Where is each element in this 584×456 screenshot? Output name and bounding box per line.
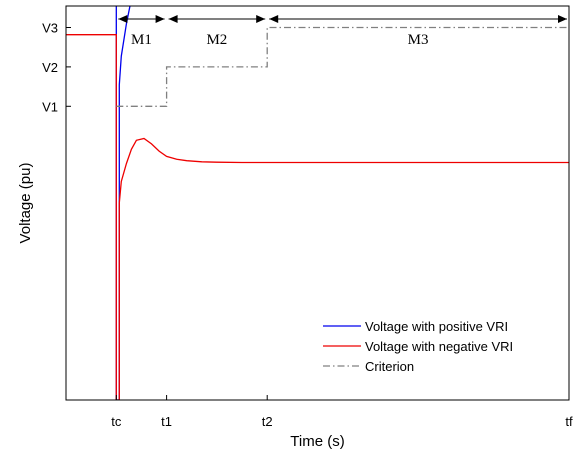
phase-arrowhead-right-0: [155, 15, 165, 23]
phase-arrowhead-left-0: [118, 15, 128, 23]
series-layer: [66, 6, 569, 400]
series-line-2: [116, 26, 569, 107]
phase-arrowhead-left-1: [168, 15, 178, 23]
phase-annotations: M1 M2 M3: [118, 15, 567, 48]
x-axis-title: Time (s): [290, 433, 344, 450]
legend-label-2: Criterion: [365, 359, 414, 374]
phase-arrowhead-right-2: [558, 15, 567, 23]
x-tick-label-3: tf: [565, 414, 573, 429]
y-axis-title: Voltage (pu): [17, 163, 34, 244]
x-tick-label-0: tc: [111, 414, 122, 429]
x-axis-ticks: tc t1 t2 tf: [111, 395, 573, 429]
plot-frame: [65, 5, 570, 401]
legend: Voltage with positive VRI Voltage with ne…: [323, 319, 513, 374]
y-tick-label-1: V2: [42, 60, 58, 75]
x-tick-label-2: t2: [262, 414, 273, 429]
series-line-1: [66, 34, 569, 400]
phase-label-1: M2: [206, 32, 227, 48]
phase-label-2: M3: [408, 32, 429, 48]
phase-arrowhead-right-1: [256, 15, 266, 23]
phase-label-0: M1: [131, 32, 152, 48]
y-tick-label-2: V3: [42, 20, 58, 35]
y-tick-label-0: V1: [42, 99, 58, 114]
phase-arrowhead-left-2: [269, 15, 279, 23]
x-tick-label-1: t1: [161, 414, 172, 429]
legend-label-1: Voltage with negative VRI: [365, 339, 513, 354]
legend-label-0: Voltage with positive VRI: [365, 319, 508, 334]
y-axis-ticks: V1 V2 V3: [42, 20, 71, 114]
